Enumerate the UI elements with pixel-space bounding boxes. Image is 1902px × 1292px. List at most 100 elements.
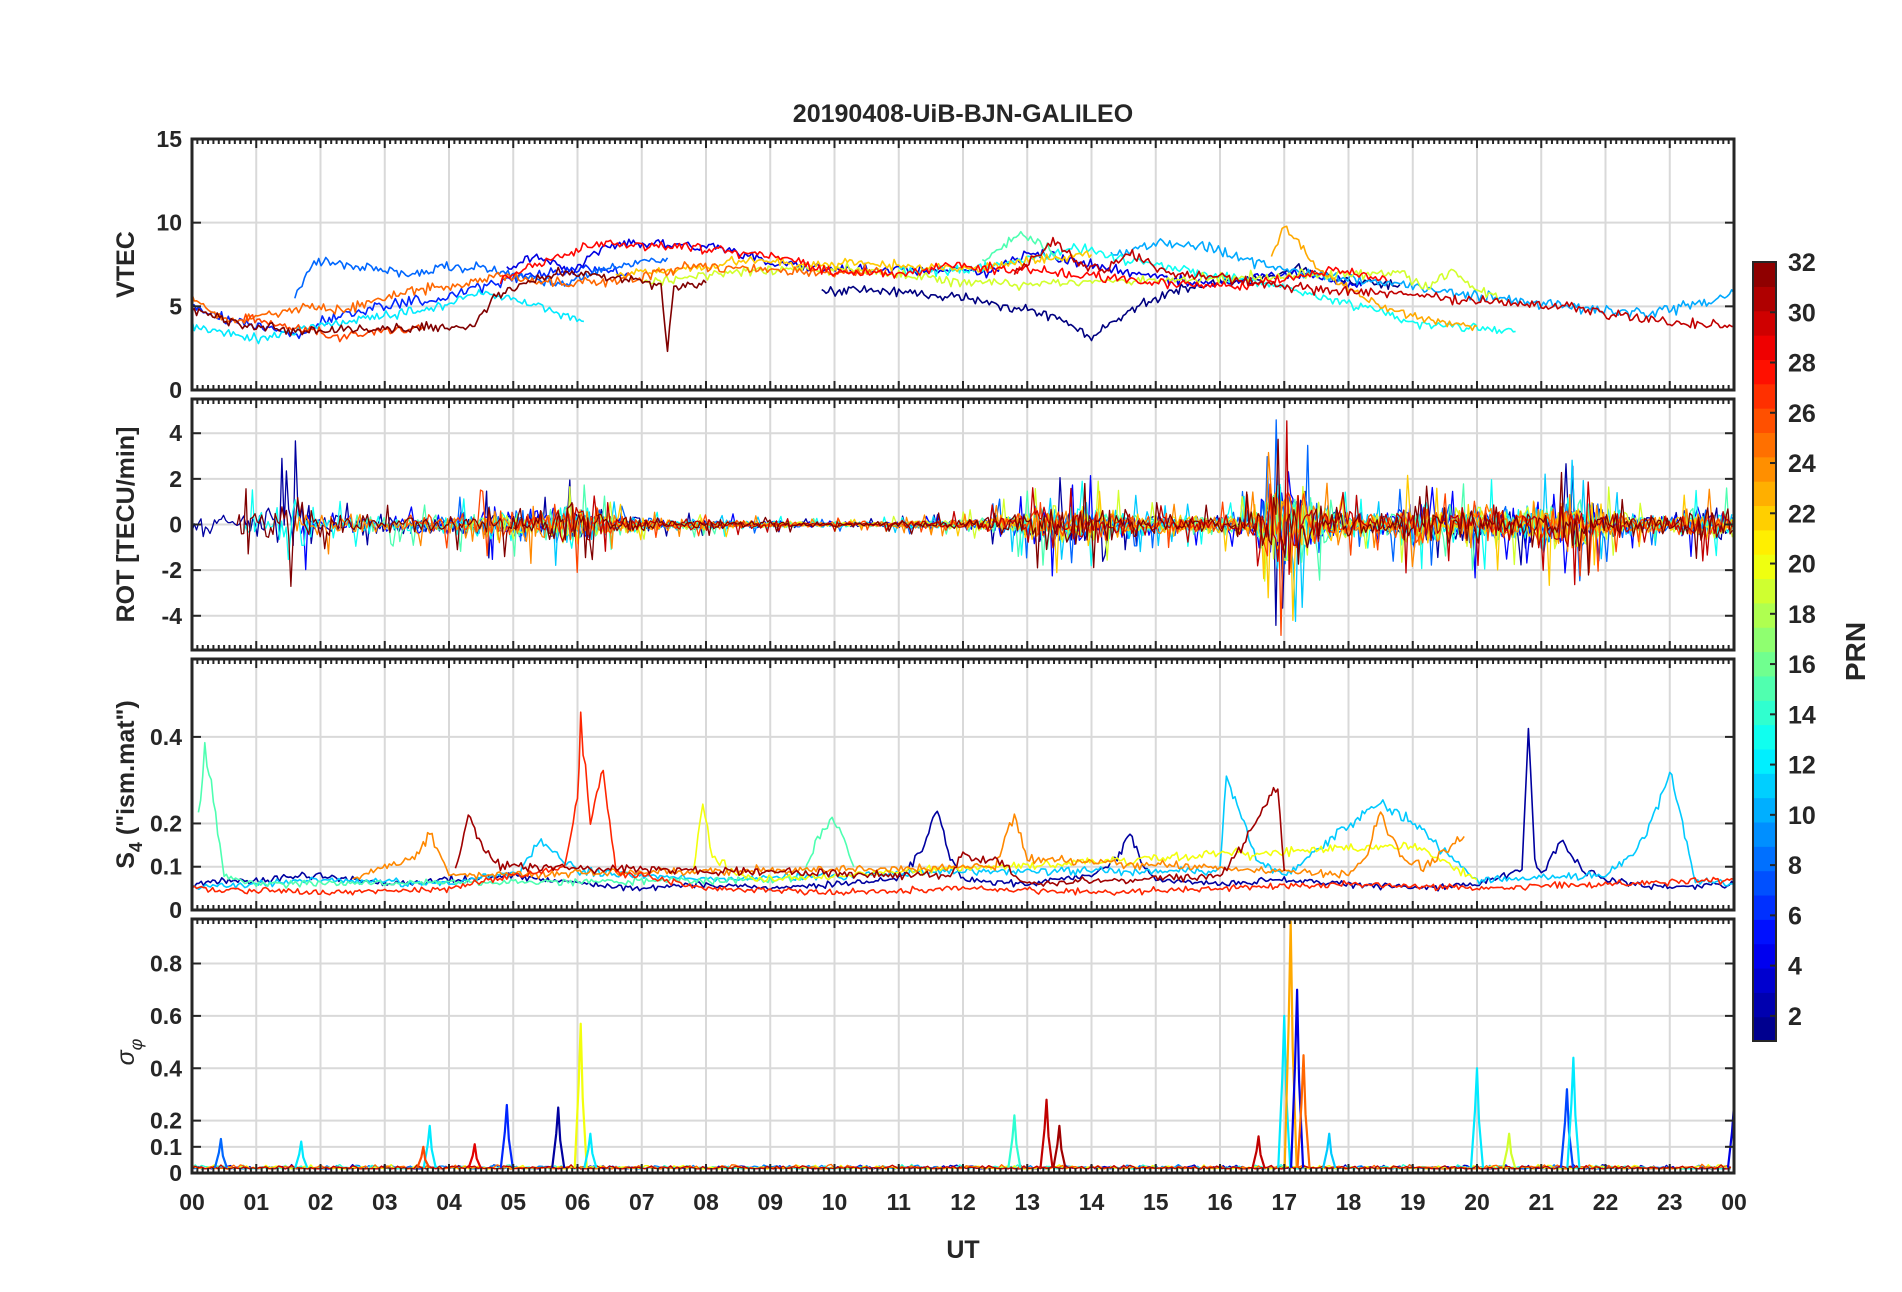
colorbar-tick-label-8: 18 (1788, 601, 1816, 629)
spike-sigma-16 (1296, 1054, 1311, 1168)
colorbar-seg-22 (1753, 481, 1776, 507)
xtick-label-13: 13 (1014, 1189, 1040, 1215)
xtick-label-17: 17 (1271, 1189, 1297, 1215)
xtick-label-19: 19 (1400, 1189, 1426, 1215)
spike-sigma-17 (1322, 1132, 1337, 1169)
xtick-label-23: 23 (1657, 1189, 1683, 1215)
colorbar-seg-11 (1753, 748, 1776, 774)
x-axis-label: UT (946, 1236, 979, 1264)
colorbar-tick-label-4: 10 (1788, 802, 1816, 830)
ytick-label-vtec-10: 10 (156, 210, 182, 236)
colorbar-tick-label-1: 4 (1788, 953, 1802, 981)
ylabel-sub-sigma_phi: φ (126, 1038, 146, 1050)
ylabel-sub-s4: 4 (126, 842, 146, 852)
series-vtec-prn22-9 (615, 250, 1093, 279)
colorbar-seg-17 (1753, 602, 1776, 628)
series-group-s4 (192, 711, 1734, 896)
xtick-label-24: 00 (1721, 1189, 1747, 1215)
xtick-label-14: 14 (1079, 1189, 1105, 1215)
spike-sigma-7 (573, 1022, 588, 1168)
ylabel-sigma_phi: σφ (112, 1038, 146, 1065)
spike-sigma-9 (1007, 1114, 1022, 1168)
series-vtec-prn30-14 (1013, 236, 1734, 330)
spike-sigma-18 (1469, 1067, 1485, 1168)
colorbar-seg-13 (1753, 700, 1776, 726)
xtick-label-15: 15 (1143, 1189, 1169, 1215)
ylabel-s4: S4 ("ism.mat") (112, 700, 146, 869)
ylabel-vtec: VTEC (112, 231, 140, 298)
ylabel-rest-s4: ("ism.mat") (112, 700, 140, 842)
series-vtec-prn32-15 (192, 266, 707, 353)
series-vtec-prn1-0 (821, 263, 1401, 342)
series-s4-prn11-1 (192, 771, 1734, 891)
colorbar-seg-14 (1753, 675, 1776, 701)
minor-ticks-rot (191, 399, 1735, 650)
colorbar-seg-3 (1753, 943, 1776, 969)
colorbar-seg-8 (1753, 821, 1776, 847)
series-rot-prn32 (236, 438, 1733, 588)
spike-sigma-2 (422, 1124, 437, 1168)
spike-sigma-5 (499, 1103, 514, 1168)
colorbar-tick-label-7: 16 (1788, 651, 1816, 679)
colorbar-tick-label-10: 22 (1788, 500, 1816, 528)
xtick-label-2: 02 (308, 1189, 334, 1215)
colorbar-tick-label-2: 6 (1788, 902, 1802, 930)
colorbar-seg-26 (1753, 383, 1776, 409)
minor-ticks-s4 (191, 659, 1735, 910)
colorbar-tick-label-14: 30 (1788, 299, 1816, 327)
xtick-label-10: 10 (822, 1189, 848, 1215)
ytick-label-sigma_phi-0.4: 0.4 (150, 1055, 182, 1081)
colorbar-label: PRN (1840, 622, 1871, 681)
series-s4-prn2-0 (192, 727, 1734, 892)
ytick-label-vtec-0: 0 (169, 377, 182, 403)
colorbar-seg-24 (1753, 432, 1776, 458)
panel-s4: 00.10.20.4S4 ("ism.mat") (112, 657, 1736, 923)
ytick-label-sigma_phi-0.6: 0.6 (150, 1003, 182, 1029)
xtick-label-7: 07 (629, 1189, 655, 1215)
spike-sigma-11 (1052, 1124, 1067, 1168)
panel-sigma_phi: 00.10.2 0.4 0.6 0.8 σφ (112, 917, 1736, 1186)
series-rot-prn30 (513, 420, 1733, 586)
colorbar-seg-7 (1753, 846, 1776, 872)
xtick-label-3: 03 (372, 1189, 398, 1215)
minor-ticks-sigma_phi (191, 919, 1735, 1173)
series-s4-prn24-4 (352, 811, 1465, 880)
xtick-label-6: 06 (565, 1189, 591, 1215)
spike-sigma-21 (1566, 1056, 1581, 1168)
colorbar-seg-16 (1753, 627, 1776, 653)
colorbar-seg-9 (1753, 797, 1776, 823)
ytick-label-s4-0.4: 0.4 (150, 724, 182, 750)
series-group-rot (192, 419, 1734, 637)
ytick-label-sigma_phi-0.8: 0.8 (150, 951, 182, 977)
panel-rot: -4 -2 0 2 4 ROT [TECU/min] (112, 397, 1736, 652)
spike-sigma-20 (1559, 1088, 1575, 1168)
minor-ticks-vtec (191, 139, 1735, 390)
spike-sigma-13 (1277, 1014, 1292, 1168)
panel-vtec: 0 5 10 15 VTEC (112, 126, 1736, 403)
colorbar-tick-label-11: 24 (1788, 450, 1816, 478)
figure-title: 20190408-UiB-BJN-GALILEO (793, 100, 1133, 128)
ytick-label-rot-2: 2 (169, 466, 182, 492)
colorbar-seg-4 (1753, 919, 1776, 945)
ytick-label-vtec-15: 15 (156, 126, 182, 152)
colorbar-seg-2 (1753, 967, 1776, 993)
colorbar-tick-label-0: 2 (1788, 1003, 1802, 1031)
series-s4-prn15-2 (197, 741, 855, 889)
ytick-label-s4-0: 0 (169, 897, 182, 923)
colorbar-tick-label-12: 26 (1788, 400, 1816, 428)
colorbar-seg-21 (1753, 505, 1776, 531)
colorbar-tick-label-13: 28 (1788, 350, 1816, 378)
colorbar-seg-25 (1753, 408, 1776, 434)
colorbar-seg-30 (1753, 286, 1776, 312)
colorbar-tick-label-5: 12 (1788, 752, 1816, 780)
series-vtec-prn25-11 (192, 261, 887, 324)
colorbar-seg-15 (1753, 651, 1776, 677)
colorbar-seg-27 (1753, 359, 1776, 385)
colorbar-seg-5 (1753, 894, 1776, 920)
spike-sigma-19 (1502, 1132, 1517, 1169)
colorbar-tick-label-9: 20 (1788, 551, 1816, 579)
ytick-label-s4-0.2: 0.2 (150, 810, 182, 836)
colorbar-seg-6 (1753, 870, 1776, 896)
xtick-label-4: 04 (436, 1189, 462, 1215)
grid-sigma_phi (192, 919, 1734, 1173)
